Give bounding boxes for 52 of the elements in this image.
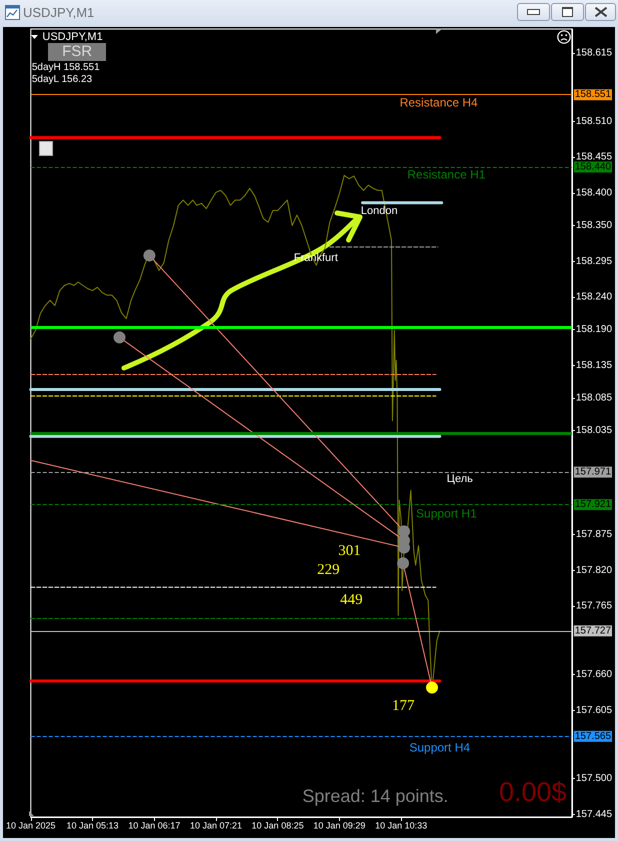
point xyxy=(426,682,438,694)
chart-subtitle: USDJPY,M1 xyxy=(42,31,103,44)
y-tick-label: 158.615 xyxy=(576,48,612,59)
ref-line-label: 157.565 xyxy=(574,730,612,742)
y-tick-label: 157.445 xyxy=(576,808,612,820)
annotation: Support H1 xyxy=(416,506,477,521)
y-tick-label: 158.085 xyxy=(576,392,612,404)
x-tick-label: 10 Jan 10:33 xyxy=(375,820,428,830)
y-tick-label: 158.350 xyxy=(576,220,612,232)
y-tick-label: 158.455 xyxy=(576,152,612,163)
y-tick-label: 158.295 xyxy=(576,256,612,267)
point xyxy=(143,249,156,262)
ref-line-label: 157.727 xyxy=(574,625,612,636)
y-tick-label: 158.035 xyxy=(576,424,612,436)
annotation: 229 xyxy=(317,562,340,578)
point xyxy=(397,557,410,570)
y-tick-label: 158.400 xyxy=(576,187,612,198)
x-tick-label: 10 Jan 09:29 xyxy=(313,820,366,830)
ref-line-label: 158.440 xyxy=(574,161,612,172)
ref-line-label: 157.921 xyxy=(574,499,612,510)
annotation: Support H4 xyxy=(409,740,470,755)
y-tick-label: 158.240 xyxy=(576,292,612,303)
x-tick-label: 10 Jan 08:25 xyxy=(252,820,304,830)
annotation: 177 xyxy=(392,698,414,714)
annotation: Resistance H4 xyxy=(400,95,478,110)
annotation: Цель xyxy=(446,472,473,486)
annotation: FSR xyxy=(48,43,106,61)
y-tick-label: 158.135 xyxy=(576,360,612,371)
y-tick-label: 157.605 xyxy=(576,704,612,716)
annotation: Spread: 14 points. xyxy=(302,786,448,807)
annotation: 5dayH 158.551 xyxy=(32,62,100,73)
y-tick-label: 158.510 xyxy=(576,116,612,127)
annotation: 0.00$ xyxy=(498,777,567,808)
point xyxy=(114,331,126,344)
annotation: London xyxy=(360,204,398,218)
annotation: 301 xyxy=(338,542,361,560)
annotation: 5dayL 156.23 xyxy=(32,74,92,85)
chart-title: USDJPY,M1 xyxy=(23,5,94,21)
y-tick-label: 157.660 xyxy=(576,668,612,680)
annotation: 449 xyxy=(340,592,363,608)
y-tick-label: 157.765 xyxy=(576,600,612,612)
x-tick-label: 10 Jan 2025 xyxy=(6,820,56,830)
ref-line-label: 157.971 xyxy=(574,466,612,478)
x-tick-label: 10 Jan 05:13 xyxy=(66,820,119,830)
y-tick-label: 157.500 xyxy=(576,773,612,784)
y-tick-label: 157.820 xyxy=(576,564,612,576)
annotation: Resistance H1 xyxy=(407,167,486,182)
ref-line-label: 158.551 xyxy=(574,89,612,100)
y-tick-label: 158.190 xyxy=(576,324,612,336)
y-tick-label: 157.875 xyxy=(576,529,612,540)
x-tick-label: 10 Jan 06:17 xyxy=(128,820,180,830)
x-tick-label: 10 Jan 07:21 xyxy=(190,820,242,830)
